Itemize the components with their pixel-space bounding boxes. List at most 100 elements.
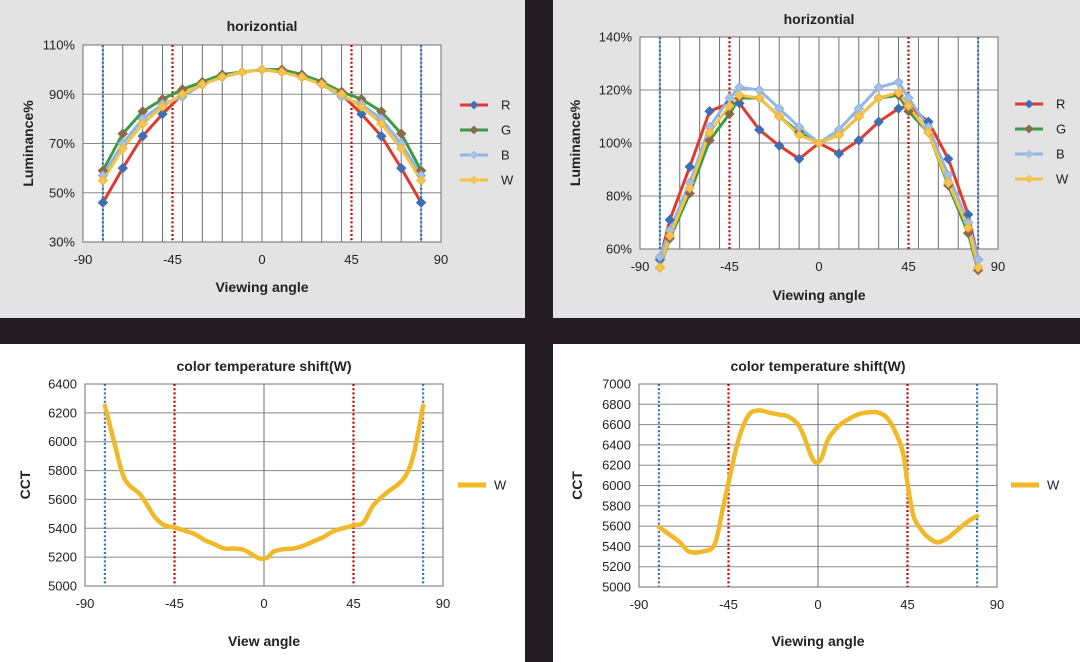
y-tick-label: 5400 [602,539,631,554]
data-point-W [734,90,745,101]
data-point-R [97,197,109,208]
data-point-R [774,140,785,151]
x-tick-label: 90 [436,596,450,611]
y-tick-label: 80% [606,189,632,204]
data-point-W [256,64,268,75]
data-point-G [903,105,914,117]
y-tick-label: 30% [49,235,75,250]
data-point-W [793,129,805,141]
chart-svg-luminance-2: 60% 80% 100% 120% 140% -90 -45 0 45 90 horizontial… [567,11,1069,303]
data-point-R [356,108,367,120]
x-tick-label: -90 [631,259,650,274]
data-point-W [236,66,248,78]
y-tick-label: 6400 [48,377,77,392]
data-point-W [177,89,188,100]
data-point-G [684,188,695,199]
data-point-B [893,76,904,88]
x-tick-label: 45 [344,252,358,267]
x-axis-label: Viewing angle [215,279,308,295]
y-tick-label: 5800 [48,463,77,478]
data-point-R [415,197,427,208]
legend-marker-B [1024,149,1034,159]
y-tick-label: 70% [49,136,75,151]
legend-marker-R [1024,99,1034,109]
data-point-R [943,153,954,165]
y-tick-label: 6800 [602,397,631,412]
data-point-R [117,162,128,174]
data-point-W [833,129,845,141]
x-tick-label: 90 [434,252,448,267]
legend-label-G: G [501,123,511,138]
legend-label-W: W [1056,172,1069,187]
y-tick-label: 6400 [602,437,631,452]
x-tick-label: -90 [74,252,93,267]
data-point-R [684,161,695,173]
x-tick-label: 0 [260,596,267,611]
x-axis-label: Viewing angle [771,633,864,649]
x-tick-label: -90 [630,597,649,612]
y-tick-label: 6000 [48,434,77,449]
data-point-W [923,127,934,138]
data-point-W [943,177,954,188]
y-tick-label: 100% [599,136,633,151]
data-point-R [137,130,148,142]
y-tick-label: 120% [599,83,633,98]
x-axis-label: Viewing angle [772,287,865,303]
data-point-G [962,227,974,239]
chart-svg-luminance-1: 30% 50% 70% 90% 110% -90 -45 0 45 90 horizontial Vi… [20,18,514,295]
data-point-R [157,108,168,120]
x-tick-label: -45 [165,596,184,611]
series-line-W [102,403,426,562]
legend-label-R: R [501,98,510,113]
x-tick-label: -45 [719,597,738,612]
x-tick-label: 45 [901,259,915,274]
data-point-W [217,71,228,83]
data-point-W [276,66,288,78]
data-point-W [704,127,715,138]
data-point-W [117,143,128,154]
y-tick-label: 140% [599,30,633,45]
data-point-W [415,175,427,186]
data-point-R [793,153,805,165]
data-point-W [684,182,695,194]
plot-border [82,44,442,243]
legend-marker-W [1024,174,1034,184]
data-point-W [774,111,785,122]
y-tick-label: 6000 [602,478,631,493]
data-point-W [813,137,825,149]
data-point-W [724,100,735,112]
data-point-R [664,214,676,226]
data-point-W [197,79,208,90]
y-tick-label: 60% [606,242,632,257]
y-tick-label: 5800 [602,498,631,513]
y-tick-label: 50% [49,185,75,200]
y-tick-label: 5400 [48,521,77,536]
y-tick-label: 6600 [602,417,631,432]
data-point-W [664,230,676,241]
legend-marker-B [469,150,479,160]
data-point-W [376,118,387,130]
data-point-R [893,103,904,114]
legend-marker-G [469,125,479,135]
data-point-G [704,135,715,146]
x-tick-label: 0 [814,597,821,612]
chart-title: horizontial [784,11,855,27]
data-point-R [396,162,407,174]
chart-title: horizontial [227,18,298,34]
data-point-R [734,98,745,109]
y-tick-label: 5600 [48,492,77,507]
legend-label-W: W [1047,478,1060,493]
x-tick-label: 90 [991,259,1005,274]
data-point-W [296,71,307,83]
x-tick-label: 45 [346,596,360,611]
data-point-W [903,100,914,112]
legend-label-G: G [1056,122,1066,137]
y-tick-label: 5000 [48,579,77,594]
x-tick-label: 0 [815,259,822,274]
plot-border [84,383,444,587]
x-tick-label: 0 [258,252,265,267]
data-point-W [356,101,367,112]
chart-title: color temperature shift(W) [176,358,351,374]
data-point-R [833,148,845,159]
plot-border [639,36,999,250]
